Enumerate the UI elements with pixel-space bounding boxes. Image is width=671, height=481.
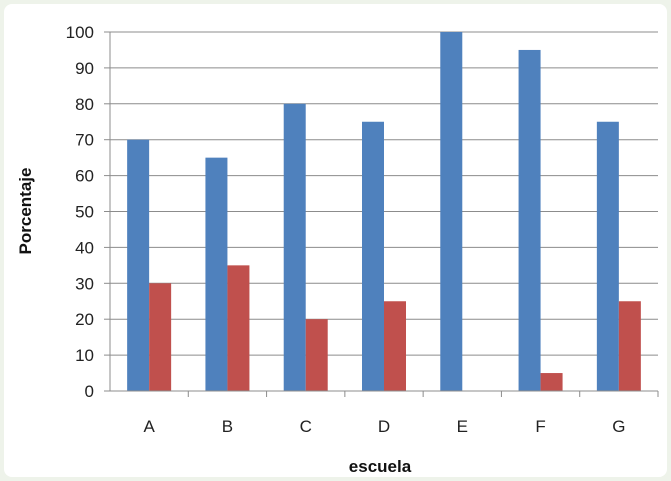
bar-series-2-D: [384, 301, 406, 391]
y-tick-labels: 0 10 20 30 40 50 60 70 80 90 100: [66, 23, 110, 401]
bar-series-2-G: [618, 301, 641, 391]
x-tick-label: E: [457, 417, 468, 436]
bar-series-1-D: [362, 121, 384, 391]
bar-series-2-C: [305, 319, 328, 391]
bar-series-1-C: [283, 103, 306, 392]
x-tick-labels: A B C D E F G: [143, 391, 659, 436]
bar-series-1-G: [596, 121, 619, 391]
x-axis-title: escuela: [349, 457, 412, 476]
x-tick-label: G: [612, 417, 625, 436]
y-tick-label: 90: [75, 59, 94, 78]
y-tick-label: 70: [75, 131, 94, 150]
bar-series-2-A: [149, 283, 172, 391]
y-tick-label: 60: [75, 167, 94, 186]
x-tick-label: A: [143, 417, 155, 436]
bar-series-1-B: [205, 157, 228, 391]
x-tick-label: D: [378, 417, 390, 436]
bar-series-1-A: [127, 139, 150, 391]
bar-series-2-B: [227, 265, 250, 391]
y-tick-label: 80: [75, 95, 94, 114]
bars: [127, 32, 641, 392]
bar-series-2-F: [540, 373, 563, 391]
y-tick-label: 0: [85, 382, 94, 401]
y-axis-title: Porcentaje: [16, 168, 35, 255]
chart-frame: [4, 4, 667, 477]
x-tick-label: C: [300, 417, 312, 436]
bar-series-1-F: [518, 49, 541, 391]
x-tick-label: B: [222, 417, 233, 436]
bar-series-1-E: [440, 32, 463, 391]
x-tick-label: F: [535, 417, 545, 436]
y-tick-label: 100: [66, 23, 94, 42]
y-tick-label: 10: [75, 346, 94, 365]
y-tick-label: 50: [75, 203, 94, 222]
y-tick-label: 20: [75, 310, 94, 329]
y-tick-label: 40: [75, 238, 94, 257]
y-tick-label: 30: [75, 274, 94, 293]
